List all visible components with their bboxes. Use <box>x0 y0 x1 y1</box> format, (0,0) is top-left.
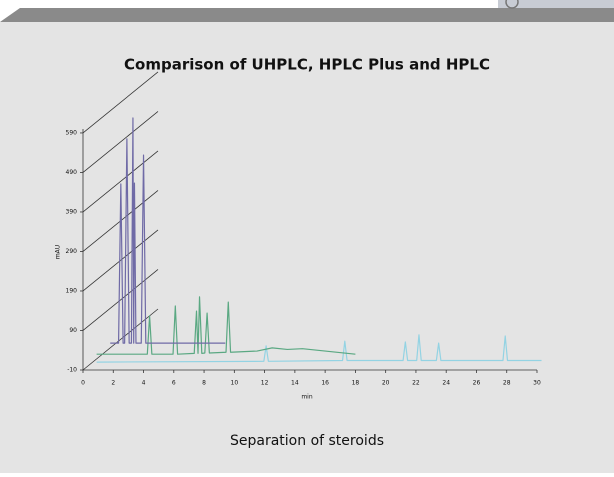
depth-grid-line <box>82 150 159 213</box>
chart-title: Comparison of UHPLC, HPLC Plus and HPLC <box>124 56 490 74</box>
trace-line <box>96 334 542 363</box>
panel <box>0 8 614 473</box>
y-tick-label: 190 <box>66 287 78 294</box>
x-tick-label: 0 <box>81 380 85 387</box>
x-tick-label: 18 <box>352 380 360 387</box>
depth-grid-line <box>82 71 159 134</box>
x-tick-label: 22 <box>412 380 420 387</box>
x-tick-label: 16 <box>321 380 329 387</box>
depth-grid-line <box>82 111 159 173</box>
depth-grid-line <box>82 229 159 292</box>
x-tick-label: 10 <box>231 380 239 387</box>
y-tick-label: 90 <box>69 327 77 334</box>
x-tick-label: 2 <box>111 380 115 387</box>
y-tick-label: 490 <box>66 169 78 176</box>
trace-line <box>96 296 356 355</box>
y-tick-label: 590 <box>66 129 78 136</box>
trace-line <box>110 117 226 344</box>
x-tick-label: 8 <box>202 380 206 387</box>
y-tick-label: 290 <box>66 248 78 255</box>
x-tick-label: 28 <box>503 380 511 387</box>
caption: Separation of steroids <box>230 433 384 449</box>
x-tick-label: 4 <box>142 380 146 387</box>
y-axis-label: mAU <box>55 245 62 259</box>
y-tick-label: -10 <box>67 367 77 374</box>
x-tick-label: 24 <box>442 380 450 387</box>
x-tick-label: 12 <box>261 380 269 387</box>
top-band <box>0 8 614 22</box>
x-tick-label: 14 <box>291 380 299 387</box>
x-tick-label: 30 <box>533 380 541 387</box>
x-tick-label: 20 <box>382 380 390 387</box>
x-tick-label: 6 <box>172 380 176 387</box>
x-tick-label: 26 <box>473 380 481 387</box>
x-axis-label: min <box>301 394 313 401</box>
corner-icon <box>498 0 614 8</box>
corner-icon-ring <box>505 0 519 9</box>
y-tick-label: 390 <box>66 208 78 215</box>
